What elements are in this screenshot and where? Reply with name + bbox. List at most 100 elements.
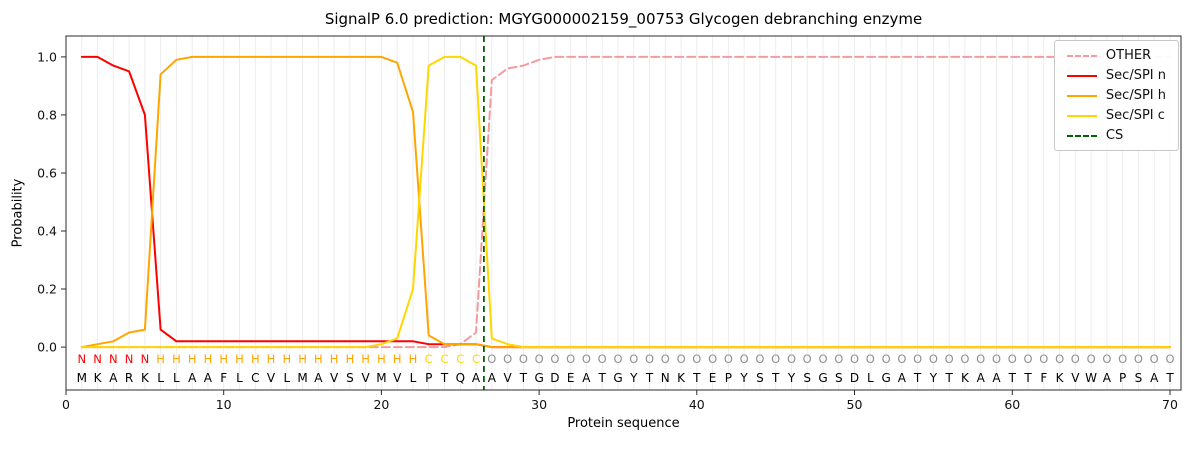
residue-letter: G <box>818 371 827 385</box>
region-label: O <box>1008 352 1017 366</box>
y-tick-label: 0.4 <box>37 224 57 239</box>
residue-letter: K <box>677 371 686 385</box>
x-tick-label: 30 <box>531 397 547 412</box>
residue-letter: L <box>867 371 874 385</box>
legend-item-cs: CS <box>1066 128 1166 143</box>
legend-label: Sec/SPI n <box>1105 68 1166 83</box>
residue-letter: K <box>141 371 150 385</box>
residue-letter: L <box>157 371 164 385</box>
region-label: O <box>945 352 954 366</box>
residue-letter: R <box>125 371 133 385</box>
residue-letter: V <box>361 371 370 385</box>
region-label: O <box>929 352 938 366</box>
y-tick-label: 0.6 <box>37 166 57 181</box>
residue-letters: NMNKNANRNKHLHLHAHAHFHLHCHVHLHMHAHVHSHVHM… <box>77 352 1175 385</box>
x-tick-label: 0 <box>62 397 70 412</box>
x-tick-label: 60 <box>1004 397 1020 412</box>
chart-legend: OTHER Sec/SPI n Sec/SPI h Sec/SPI c CS <box>1053 40 1179 151</box>
region-label: H <box>330 352 339 366</box>
region-label: O <box>1039 352 1048 366</box>
region-label: H <box>267 352 276 366</box>
residue-letter: A <box>472 371 481 385</box>
gridlines <box>81 36 1171 390</box>
y-tick-label: 0.2 <box>37 282 57 297</box>
region-label: O <box>771 352 780 366</box>
region-label: H <box>393 352 402 366</box>
residue-letter: T <box>519 371 528 385</box>
region-label: N <box>141 352 150 366</box>
region-label: O <box>1055 352 1064 366</box>
y-tick-label: 0.8 <box>37 107 57 122</box>
residue-letter: S <box>835 371 843 385</box>
region-label: O <box>897 352 906 366</box>
region-label: O <box>598 352 607 366</box>
residue-letter: A <box>188 371 197 385</box>
residue-letter: V <box>267 371 276 385</box>
residue-letter: A <box>204 371 213 385</box>
residue-letter: F <box>1040 371 1047 385</box>
legend-line-sample <box>1066 74 1097 77</box>
y-axis-label: Probability <box>10 178 26 248</box>
region-label: O <box>566 352 575 366</box>
region-label: O <box>992 352 1001 366</box>
residue-letter: T <box>1165 371 1174 385</box>
legend-label: CS <box>1105 128 1124 143</box>
residue-letter: F <box>220 371 227 385</box>
residue-letter: A <box>1103 371 1112 385</box>
residue-letter: C <box>251 371 259 385</box>
x-axis-label: Protein sequence <box>567 416 680 431</box>
series-sec-spi-h-line <box>80 55 1171 349</box>
residue-letter: K <box>1056 371 1065 385</box>
series-lines <box>80 55 1171 349</box>
region-label: O <box>787 352 796 366</box>
axes-frame <box>65 35 1182 391</box>
legend-label: Sec/SPI c <box>1105 108 1165 123</box>
region-label: O <box>503 352 512 366</box>
residue-letter: L <box>173 371 180 385</box>
residue-letter: T <box>692 371 701 385</box>
region-label: O <box>661 352 670 366</box>
region-label: H <box>188 352 197 366</box>
region-label: N <box>93 352 102 366</box>
legend-line-sample <box>1066 54 1097 57</box>
residue-letter: T <box>1023 371 1032 385</box>
residue-letter: A <box>314 371 323 385</box>
y-tick-label: 1.0 <box>37 49 57 64</box>
region-label: O <box>1071 352 1080 366</box>
region-label: O <box>1165 352 1174 366</box>
legend-item-sec-spi-h: Sec/SPI h <box>1066 89 1166 102</box>
region-label: C <box>440 352 448 366</box>
region-label: O <box>1023 352 1032 366</box>
region-label: O <box>487 352 496 366</box>
residue-letter: T <box>645 371 654 385</box>
legend-item-sec-spi-n: Sec/SPI n <box>1066 68 1166 83</box>
residue-letter: K <box>961 371 970 385</box>
region-label: O <box>834 352 843 366</box>
region-label: H <box>235 352 244 366</box>
series-sec-spi-n-line <box>80 55 1171 349</box>
region-label: H <box>219 352 228 366</box>
region-label: O <box>850 352 859 366</box>
region-label: H <box>409 352 418 366</box>
region-label: O <box>582 352 591 366</box>
residue-letter: T <box>440 371 449 385</box>
region-label: O <box>645 352 654 366</box>
legend-item-other: OTHER <box>1066 48 1166 63</box>
residue-letter: N <box>661 371 670 385</box>
region-label: O <box>519 352 528 366</box>
residue-letter: S <box>1135 371 1143 385</box>
residue-letter: V <box>393 371 402 385</box>
region-label: N <box>125 352 134 366</box>
legend-label: OTHER <box>1105 48 1152 63</box>
residue-letter: A <box>977 371 986 385</box>
region-label: O <box>692 352 701 366</box>
residue-letter: G <box>534 371 543 385</box>
residue-letter: Y <box>787 371 796 385</box>
residue-letter: G <box>881 371 890 385</box>
region-label: O <box>755 352 764 366</box>
region-label: O <box>740 352 749 366</box>
residue-letter: E <box>567 371 575 385</box>
residue-letter: D <box>850 371 859 385</box>
legend-line-sample <box>1066 134 1097 137</box>
region-label: O <box>724 352 733 366</box>
